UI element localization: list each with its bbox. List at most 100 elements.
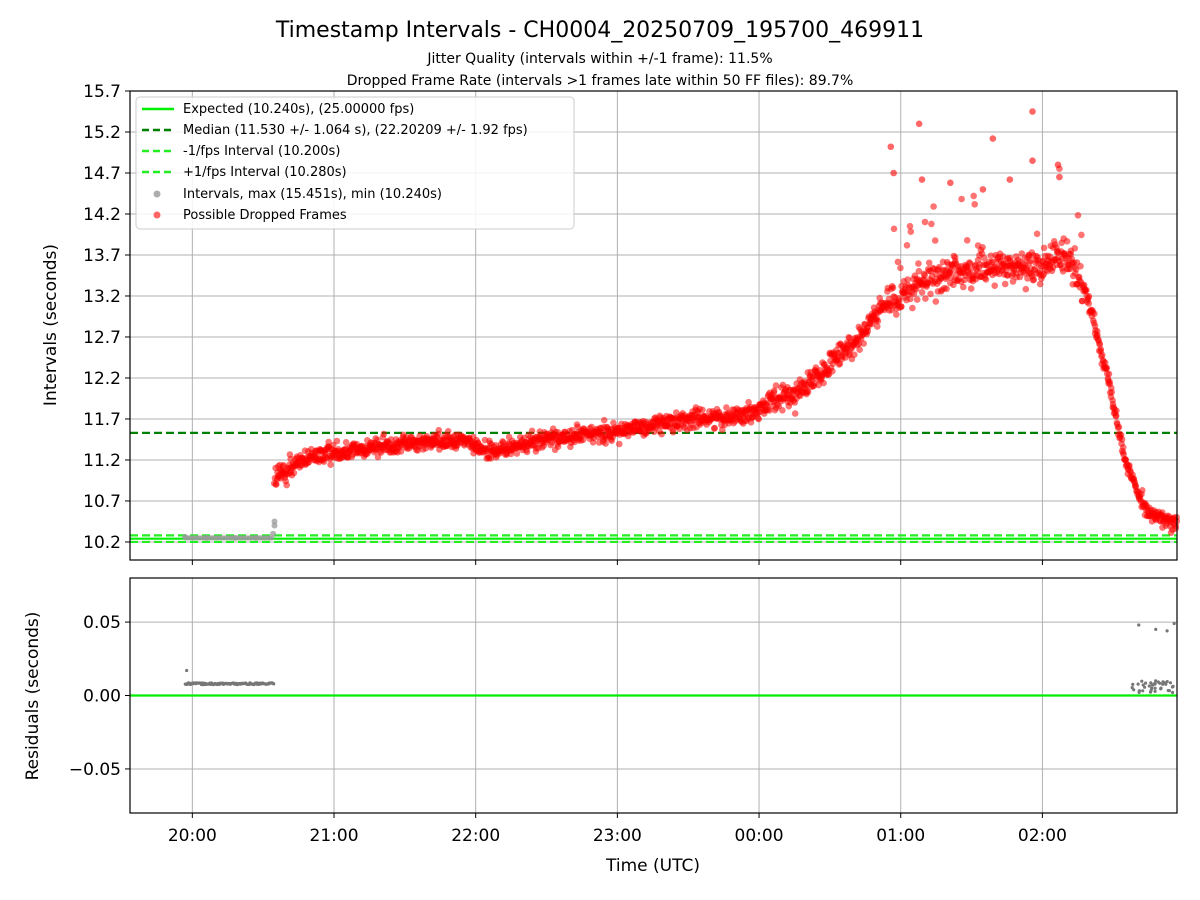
residuals-y-tick-label: −0.05: [69, 760, 121, 780]
residual-point: [1159, 687, 1163, 691]
intervals-y-tick-label: 10.2: [83, 533, 121, 553]
dropped-frame-point: [913, 296, 921, 303]
dropped-frame-point: [380, 430, 388, 438]
residual-point: [1172, 621, 1176, 626]
dropped-frame-point: [600, 416, 608, 424]
dropped-frame-point: [1040, 244, 1048, 252]
dropped-frame-point: [602, 440, 609, 447]
chart-subtitle-dropped: Dropped Frame Rate (intervals >1 frames …: [347, 73, 854, 89]
dropped-frame-point: [755, 415, 762, 423]
legend-dropped-label: Possible Dropped Frames: [183, 208, 347, 223]
dropped-frame-point: [915, 267, 923, 275]
dropped-frame-point: [1077, 262, 1084, 270]
dropped-frame-point: [932, 298, 940, 305]
intervals-y-tick-label: 14.2: [83, 205, 121, 225]
dropped-frame-point: [979, 186, 987, 193]
residual-point: [1171, 690, 1175, 695]
legend-box: [135, 96, 575, 230]
dropped-frame-point: [1105, 370, 1113, 378]
dropped-frame-point: [1029, 157, 1036, 164]
dropped-frame-point: [770, 387, 778, 395]
dropped-frame-point: [1063, 238, 1071, 245]
x-axis-label: Time (UTC): [605, 856, 700, 876]
dropped-frame-point: [523, 448, 531, 456]
residual-point: [1165, 629, 1169, 633]
residuals-y-tick-label: 0.00: [83, 687, 121, 707]
dropped-frame-point: [943, 285, 950, 293]
residual-point: [1144, 681, 1148, 685]
dropped-frame-point: [991, 282, 998, 290]
dropped-frame-point: [887, 143, 895, 151]
dropped-frame-point: [967, 285, 975, 292]
legend-dropped-swatch: [153, 211, 161, 219]
x-axis-tick-label: 20:00: [168, 826, 217, 846]
residual-point: [1154, 679, 1158, 683]
dropped-frame-point: [971, 201, 978, 208]
intervals-y-label: Intervals (seconds): [41, 244, 61, 406]
dropped-frame-point: [915, 260, 922, 267]
dropped-frame-point: [1056, 173, 1063, 181]
dropped-frame-point: [931, 237, 939, 244]
x-axis-tick-label: 23:00: [593, 826, 642, 846]
interval-point: [269, 535, 275, 541]
dropped-frame-point: [1085, 293, 1093, 300]
dropped-frame-point: [874, 323, 881, 330]
dropped-frame-point: [1112, 412, 1120, 420]
dropped-frame-point: [981, 254, 988, 262]
dropped-frame-point: [894, 258, 902, 266]
x-axis-tick-label: 21:00: [310, 826, 359, 846]
dropped-frame-point: [1036, 280, 1044, 288]
residual-point: [1156, 680, 1160, 684]
dropped-frame-point: [947, 179, 954, 187]
chart-title: Timestamp Intervals - CH0004_20250709_19…: [275, 18, 924, 43]
residual-point: [1171, 684, 1175, 689]
dropped-frame-point: [829, 367, 836, 375]
dropped-frame-point: [874, 317, 882, 325]
dropped-frame-point: [907, 228, 915, 235]
dropped-frame-point: [1115, 423, 1123, 431]
dropped-frame-point: [1098, 351, 1106, 359]
dropped-frame-point: [1091, 310, 1098, 318]
dropped-frame-point: [1022, 285, 1030, 293]
residuals-y-tick-label: 0.05: [83, 613, 121, 633]
residual-point: [1153, 686, 1157, 690]
dropped-frame-point: [1030, 276, 1038, 284]
dropped-frame-point: [989, 135, 997, 142]
dropped-frame-point: [918, 289, 926, 296]
residual-point: [1141, 689, 1145, 693]
dropped-frame-point: [290, 469, 298, 477]
dropped-frame-point: [325, 438, 332, 446]
residual-point: [1140, 679, 1144, 683]
residual-point: [1154, 627, 1158, 632]
interval-point: [271, 518, 278, 525]
dropped-frame-point: [1071, 245, 1079, 252]
dropped-frame-point: [333, 437, 341, 445]
residual-point: [1150, 686, 1154, 690]
dropped-frame-point: [860, 340, 867, 347]
dropped-frame-point: [1118, 436, 1126, 443]
residual-point: [185, 668, 189, 673]
intervals-y-tick-label: 14.7: [83, 164, 121, 184]
legend: Expected (10.240s), (25.00000 fps) Media…: [135, 96, 575, 230]
dropped-frame-point: [327, 461, 334, 469]
residual-point: [1136, 682, 1140, 686]
dropped-frame-point: [1018, 250, 1026, 257]
residual-point: [1131, 682, 1135, 687]
legend-expected-label: Expected (10.240s), (25.00000 fps): [183, 102, 414, 117]
legend-intervals-label: Intervals, max (15.451s), min (10.240s): [183, 187, 442, 202]
dropped-frame-point: [921, 272, 928, 279]
intervals-y-tick-label: 13.2: [83, 287, 121, 307]
dropped-frame-point: [903, 242, 911, 249]
dropped-frame-point: [513, 450, 521, 457]
residual-point: [1141, 683, 1145, 687]
dropped-frame-point: [979, 244, 986, 251]
dropped-frame-point: [928, 220, 935, 228]
dropped-frame-point: [1113, 407, 1120, 414]
dropped-frame-point: [895, 297, 903, 304]
dropped-frame-point: [925, 259, 933, 267]
dropped-frame-point: [579, 436, 587, 444]
dropped-frame-point: [1054, 161, 1062, 169]
dropped-frame-point: [779, 407, 786, 414]
dropped-frame-point: [927, 290, 934, 298]
dropped-frame-point: [804, 388, 812, 396]
